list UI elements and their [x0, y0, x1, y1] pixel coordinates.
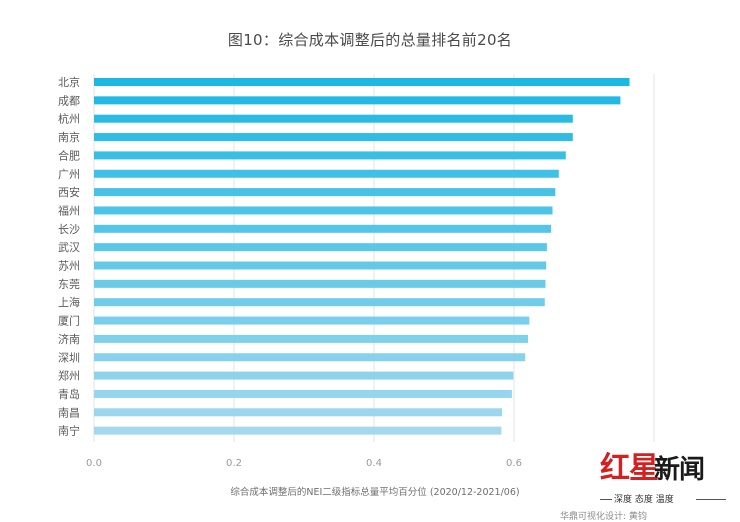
- logo-tagline: 深度 态度 温度: [614, 495, 674, 505]
- category-label: 西安: [58, 185, 80, 199]
- category-label: 厦门: [58, 314, 80, 328]
- logo-black-text: 新闻: [654, 455, 705, 485]
- category-label: 上海: [58, 295, 80, 309]
- category-label: 深圳: [58, 351, 80, 364]
- category-label: 东莞: [58, 278, 80, 291]
- bar: [94, 279, 546, 288]
- grid-lines: [93, 74, 655, 442]
- category-label: 广州: [58, 168, 80, 181]
- category-label: 福州: [58, 203, 80, 217]
- bar: [94, 133, 573, 142]
- source-credit: 华鼎可视化设计: 黄钧: [560, 512, 647, 522]
- bar: [94, 169, 559, 178]
- category-label: 济南: [58, 332, 80, 346]
- bars: [94, 78, 630, 435]
- bar: [94, 224, 552, 233]
- x-tick-label: 0.2: [226, 458, 242, 469]
- bar: [94, 334, 528, 343]
- bar: [94, 151, 566, 160]
- category-label: 成都: [58, 94, 80, 107]
- category-label: 郑州: [58, 369, 80, 383]
- bar: [94, 298, 545, 307]
- category-label: 南昌: [58, 406, 80, 419]
- bar: [94, 243, 547, 252]
- x-axis-label: 综合成本调整后的NEI二级指标总量平均百分位 (2020/12-2021/06): [230, 487, 520, 498]
- x-tick-label: 0.0: [86, 458, 102, 469]
- bar: [94, 389, 512, 398]
- bar: [94, 371, 514, 380]
- logo-divider-left: [600, 499, 612, 500]
- x-tick-label: 0.6: [506, 458, 522, 469]
- category-label: 青岛: [58, 387, 80, 401]
- bar: [94, 78, 630, 86]
- category-label: 南宁: [58, 424, 80, 438]
- bar: [94, 114, 573, 123]
- category-label: 苏州: [58, 260, 80, 273]
- chart-title: 图10：综合成本调整后的总量排名前20名: [227, 31, 513, 49]
- x-tick-labels: 0.0 0.2 0.4 0.6: [86, 458, 522, 469]
- bar: [94, 426, 502, 435]
- bar: [94, 408, 503, 417]
- category-label: 武汉: [58, 241, 80, 254]
- logo-divider-right: [696, 499, 726, 500]
- category-label: 南京: [58, 130, 80, 144]
- logo-red-text: 红星: [600, 451, 659, 486]
- bar: [94, 316, 530, 325]
- bar: [94, 188, 556, 197]
- bar: [94, 206, 553, 215]
- category-label: 合肥: [58, 148, 80, 162]
- category-label: 北京: [58, 75, 80, 89]
- category-label: 长沙: [58, 223, 80, 236]
- bar: [94, 261, 547, 270]
- x-tick-label: 0.4: [366, 458, 382, 469]
- red-star-news-logo: 红星 新闻 深度 态度 温度: [600, 452, 730, 508]
- bar: [94, 353, 526, 362]
- bar: [94, 96, 621, 105]
- category-label: 杭州: [58, 112, 80, 126]
